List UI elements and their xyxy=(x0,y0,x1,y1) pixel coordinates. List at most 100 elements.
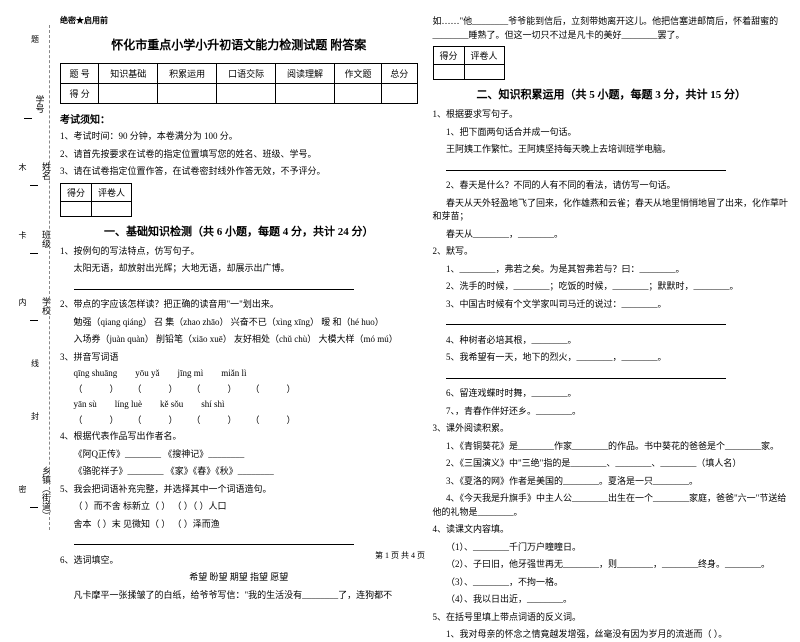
sidebar-field-xuehao: 学号 xyxy=(24,89,47,119)
page-footer: 第 1 页 共 4 页 xyxy=(0,550,800,561)
sidebar-blank xyxy=(30,224,38,254)
sidebar-field-xiangzhen: 乡镇（街道） 密 xyxy=(17,466,53,520)
td: 评卷人 xyxy=(464,47,504,65)
sidebar-dash: 卡 xyxy=(17,231,28,247)
sidebar-label-xuehao: 学号 xyxy=(34,95,47,113)
sidebar-field-banji: 班级 卡 xyxy=(17,224,53,254)
td xyxy=(217,84,276,104)
paren-row: （ ） （ ） （ ） （ ） xyxy=(74,413,418,426)
q5: 5、我会把词语补充完整，并选择其中一个词语造句。 xyxy=(60,483,418,497)
sidebar-blank xyxy=(30,291,38,321)
s2-q7: 7、，青春作伴好还乡。________。 xyxy=(433,405,791,419)
s2-q5: 5、我希望有一天，地下的烈火，________，________。 xyxy=(433,351,791,365)
paren-row: （ ） （ ） （ ） （ ） xyxy=(74,382,418,395)
s2-q9-4: （4）、我以日出近，________。 xyxy=(433,593,791,607)
paren: （ ） xyxy=(251,382,296,395)
sidebar-label-banji: 班级 xyxy=(40,230,53,248)
sidebar-dash-top: 题 xyxy=(30,35,41,51)
th: 总分 xyxy=(382,64,417,84)
notice-item: 2、请首先按要求在试卷的指定位置填写您的姓名、班级、学号。 xyxy=(60,148,418,162)
q4-r1: 《阿Q正传》________ 《搜神记》________ xyxy=(60,448,418,462)
continuation: 如……"他________爷爷能到信后，立刻带她离开这儿。他把信塞进邮筒后，怀着… xyxy=(433,15,791,42)
q4-r2: 《骆驼祥子》________ 《家》《春》《秋》________ xyxy=(60,465,418,479)
s2-q2-2: 2、洗手的时候，________；吃饭的时候，________；默默时，____… xyxy=(433,280,791,294)
td xyxy=(382,84,417,104)
q1-blank xyxy=(60,280,418,295)
page-container: 题 学号 姓名 木 班级 卡 学校 内 线 封 乡镇（街道） 密 绝 xyxy=(0,0,800,545)
th: 题 号 xyxy=(61,64,99,84)
s2-q1-2s: 春天从天外轻盈地飞了回来，化作雄燕和云雀；春天从地里悄悄地冒了出来，化作草叶和芽… xyxy=(433,197,791,224)
sidebar-dash: 密 xyxy=(17,485,28,501)
q6-words: 希望 盼望 期望 指望 愿望 xyxy=(60,571,418,585)
s2-q2-1: 1、________，弗若之矣。为是其智弗若与？曰：________。 xyxy=(433,263,791,277)
notice-title: 考试须知： xyxy=(60,111,418,126)
notice-item: 1、考试时间：90 分钟，本卷满分为 100 分。 xyxy=(60,130,418,144)
s2-q9: 4、读课文内容填。 xyxy=(433,523,791,537)
sidebar-dash: 内 xyxy=(17,298,28,314)
column-right: 如……"他________爷爷能到信后，立刻带她离开这儿。他把信塞进邮筒后，怀着… xyxy=(433,15,791,540)
score-table: 题 号 知识基础 积累运用 口语交际 阅读理解 作文题 总分 得 分 xyxy=(60,63,418,104)
binding-sidebar: 题 学号 姓名 木 班级 卡 学校 内 线 封 乡镇（街道） 密 xyxy=(10,15,60,540)
exam-title: 怀化市重点小学小升初语文能力检测试题 附答案 xyxy=(60,36,418,53)
table-row: 得 分 xyxy=(61,84,418,104)
s2-q2: 2、默写。 xyxy=(433,245,791,259)
paren: （ ） xyxy=(133,413,178,426)
s2-q3: 3、中国古时候有个文学家叫司马迁的说过：________。 xyxy=(433,298,791,312)
pinyin: yōu yǎ xyxy=(135,368,159,378)
s2-q10: 5、在括号里填上带点词语的反义词。 xyxy=(433,611,791,625)
scorer-box: 得分 评卷人 xyxy=(60,183,418,217)
s2-q1-2s2: 春天从________，________。 xyxy=(433,228,791,242)
q2-words2: 入场券（juàn quàn） 削铅笔（xiāo xuē） 友好相处（chǔ ch… xyxy=(60,333,418,347)
notice-item: 3、请在试卷指定位置作答，在试卷密封线外作答无效，不予评分。 xyxy=(60,165,418,179)
paren: （ ） xyxy=(74,382,119,395)
pinyin-row: yān sù líng luè kě sǒu shí shì xyxy=(74,399,418,409)
s2-q6: 6、留连戏蝶时时舞，________。 xyxy=(433,387,791,401)
td: 得 分 xyxy=(61,84,99,104)
sidebar-label-xiangzhen: 乡镇（街道） xyxy=(40,466,53,520)
q1-example: 太阳无语，却放射出光辉；大地无语，却展示出广博。 xyxy=(60,262,418,276)
blank-line xyxy=(433,315,791,330)
sidebar-dash-feng: 封 xyxy=(30,412,41,428)
td xyxy=(334,84,381,104)
pinyin: qīng shuāng xyxy=(74,368,118,378)
confidential-label: 绝密★启用前 xyxy=(60,15,418,26)
pinyin: kě sǒu xyxy=(160,399,183,409)
s2-q8-3: 3、《夏洛的网》作者是美国的________。夏洛是一只________。 xyxy=(433,475,791,489)
th: 作文题 xyxy=(334,64,381,84)
s2-q1-1s: 王阿姨工作繁忙。王阿姨坚持每天晚上去培训班学电脑。 xyxy=(433,143,791,157)
pinyin: yān sù xyxy=(74,399,97,409)
q5-blank xyxy=(60,535,418,550)
content-area: 绝密★启用前 怀化市重点小学小升初语文能力检测试题 附答案 题 号 知识基础 积… xyxy=(60,15,790,540)
td: 得分 xyxy=(433,47,464,65)
table-row: 题 号 知识基础 积累运用 口语交际 阅读理解 作文题 总分 xyxy=(61,64,418,84)
blank-line xyxy=(433,161,791,176)
table-row xyxy=(61,201,132,216)
section1-title: 一、基础知识检测（共 6 小题，每题 4 分，共计 24 分） xyxy=(60,223,418,239)
sidebar-blank xyxy=(30,156,38,186)
sidebar-label-xuexiao: 学校 xyxy=(40,297,53,315)
column-left: 绝密★启用前 怀化市重点小学小升初语文能力检测试题 附答案 题 号 知识基础 积… xyxy=(60,15,418,540)
q5-r1: （ ）而不舍 标新立（ ） （ ）（ ）人口 xyxy=(60,500,418,514)
q3: 3、拼音写词语 xyxy=(60,351,418,365)
pinyin: shí shì xyxy=(201,399,224,409)
scorer-box: 得分评卷人 xyxy=(433,46,791,80)
td xyxy=(158,84,217,104)
paren: （ ） xyxy=(192,413,237,426)
s2-q9-3: （3）、________，不拘一格。 xyxy=(433,576,791,590)
s2-q8: 3、课外阅读积累。 xyxy=(433,422,791,436)
th: 口语交际 xyxy=(217,64,276,84)
pinyin: miǎn lì xyxy=(221,368,246,378)
q5-r2: 舍本（ ）末 见微知（ ） （ ）泽而渔 xyxy=(60,518,418,532)
sidebar-dash-xian: 线 xyxy=(30,359,41,375)
table-row: 得分 评卷人 xyxy=(61,183,132,201)
paren: （ ） xyxy=(192,382,237,395)
s2-q8-1: 1、《青铜葵花》是________作家________的作品。书中葵花的爸爸是个… xyxy=(433,440,791,454)
td xyxy=(276,84,335,104)
sidebar-blank xyxy=(24,89,32,119)
pinyin: jīng mì xyxy=(178,368,204,378)
s2-q1-2: 2、春天是什么？不同的人有不同的看法，请仿写一句话。 xyxy=(433,179,791,193)
q4: 4、根据代表作品写出作者名。 xyxy=(60,430,418,444)
td xyxy=(99,84,158,104)
td: 评卷人 xyxy=(92,183,132,201)
s2-q1: 1、根据要求写句子。 xyxy=(433,108,791,122)
